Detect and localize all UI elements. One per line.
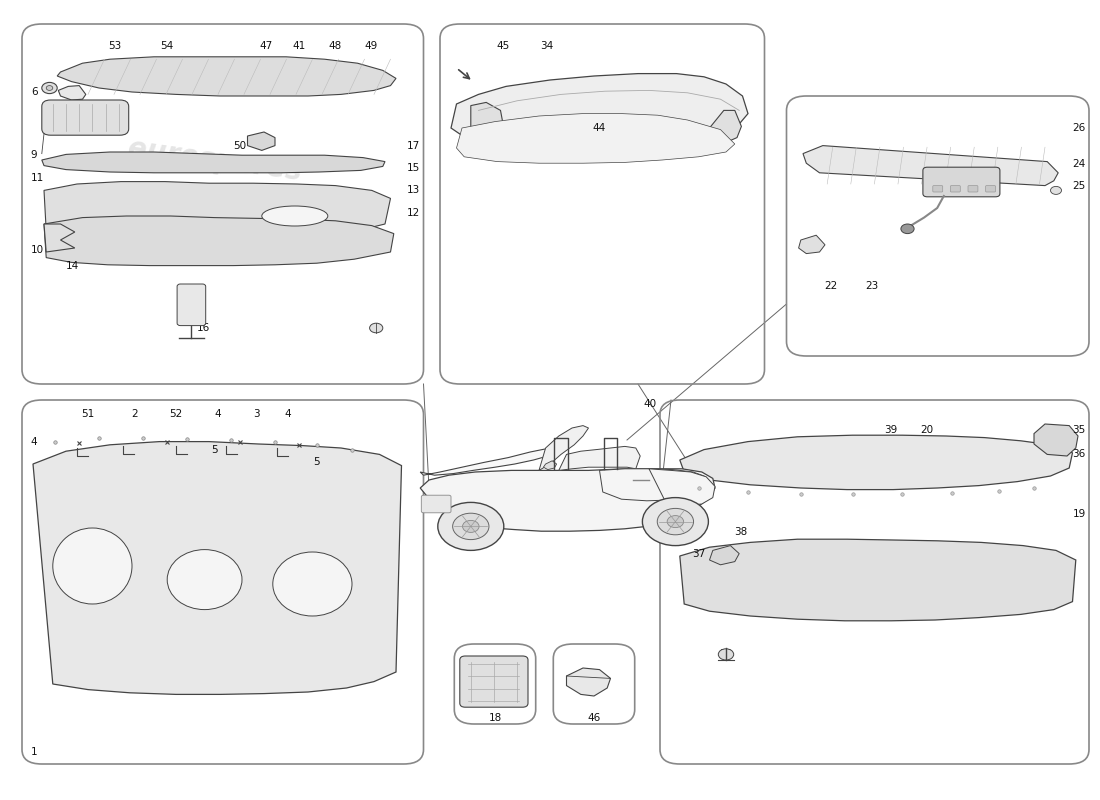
Text: 22: 22 [824,282,837,291]
FancyBboxPatch shape [986,186,996,192]
Text: 4: 4 [285,409,292,418]
Polygon shape [680,435,1072,490]
Text: 41: 41 [293,41,306,50]
Text: 39: 39 [884,426,898,435]
Polygon shape [680,539,1076,621]
Text: 4: 4 [214,409,221,418]
Text: 17: 17 [407,141,420,150]
Text: 25: 25 [1072,181,1086,190]
Circle shape [438,502,504,550]
FancyBboxPatch shape [421,495,451,513]
Text: 40: 40 [644,399,657,409]
Text: 54: 54 [161,41,174,50]
Text: 12: 12 [407,208,420,218]
Polygon shape [248,132,275,150]
Text: 9: 9 [31,150,37,160]
Text: 44: 44 [593,123,606,133]
Circle shape [658,509,694,534]
Text: 2: 2 [131,409,138,418]
Text: 1: 1 [31,747,37,757]
FancyBboxPatch shape [923,167,1000,197]
Text: 15: 15 [407,163,420,173]
Text: 51: 51 [81,409,95,418]
Text: 23: 23 [866,282,879,291]
Polygon shape [58,86,86,100]
Circle shape [42,82,57,94]
FancyBboxPatch shape [460,656,528,707]
Text: 53: 53 [108,41,121,50]
Polygon shape [420,448,556,475]
Text: 14: 14 [66,261,79,270]
Polygon shape [44,216,394,266]
Text: 26: 26 [1072,123,1086,133]
Text: 20: 20 [921,426,934,435]
Text: 18: 18 [488,713,502,722]
Text: 47: 47 [260,41,273,50]
Text: 24: 24 [1072,159,1086,169]
Circle shape [453,514,488,539]
Circle shape [462,520,480,533]
Text: 39: 39 [719,650,733,659]
FancyBboxPatch shape [42,100,129,135]
Circle shape [1050,186,1062,194]
Text: 49: 49 [364,41,377,50]
Polygon shape [803,146,1058,186]
Polygon shape [600,469,710,501]
Text: 45: 45 [496,41,509,50]
Text: 6: 6 [31,87,37,97]
Circle shape [46,86,53,90]
Text: eurospares: eurospares [703,546,881,590]
Text: 46: 46 [587,713,601,722]
Polygon shape [710,110,741,142]
Polygon shape [44,224,75,252]
Ellipse shape [262,206,328,226]
Polygon shape [42,152,385,173]
Polygon shape [543,461,557,470]
Text: 37: 37 [692,549,705,558]
Text: 19: 19 [1072,509,1086,518]
Text: 38: 38 [734,527,747,537]
Polygon shape [566,668,610,696]
Text: 48: 48 [329,41,342,50]
Polygon shape [456,114,735,163]
Ellipse shape [53,528,132,604]
Text: 11: 11 [31,173,44,182]
Text: 16: 16 [197,323,210,333]
Circle shape [901,224,914,234]
Text: 3: 3 [253,409,260,418]
Text: 5: 5 [314,458,320,467]
Polygon shape [420,469,715,531]
Circle shape [667,516,683,528]
Text: eurospares: eurospares [125,134,304,186]
FancyBboxPatch shape [177,284,206,326]
Polygon shape [710,546,739,565]
Text: 10: 10 [31,245,44,254]
FancyBboxPatch shape [968,186,978,192]
Text: 13: 13 [407,186,420,195]
Ellipse shape [167,550,242,610]
Polygon shape [649,469,715,506]
Circle shape [642,498,708,546]
Polygon shape [451,74,748,147]
Text: 34: 34 [540,41,553,50]
FancyBboxPatch shape [950,186,960,192]
Polygon shape [33,442,401,694]
Polygon shape [559,446,640,470]
Text: 50: 50 [233,141,246,150]
Text: 52: 52 [169,409,183,418]
Polygon shape [471,102,504,134]
Text: 4: 4 [31,438,37,447]
Polygon shape [539,426,588,470]
Polygon shape [799,235,825,254]
Polygon shape [44,182,390,238]
Text: 5: 5 [211,445,218,454]
Text: 35: 35 [1072,426,1086,435]
FancyBboxPatch shape [933,186,943,192]
Text: 36: 36 [1072,450,1086,459]
Polygon shape [57,57,396,96]
Circle shape [370,323,383,333]
Circle shape [718,649,734,660]
Ellipse shape [273,552,352,616]
Polygon shape [1034,424,1078,456]
